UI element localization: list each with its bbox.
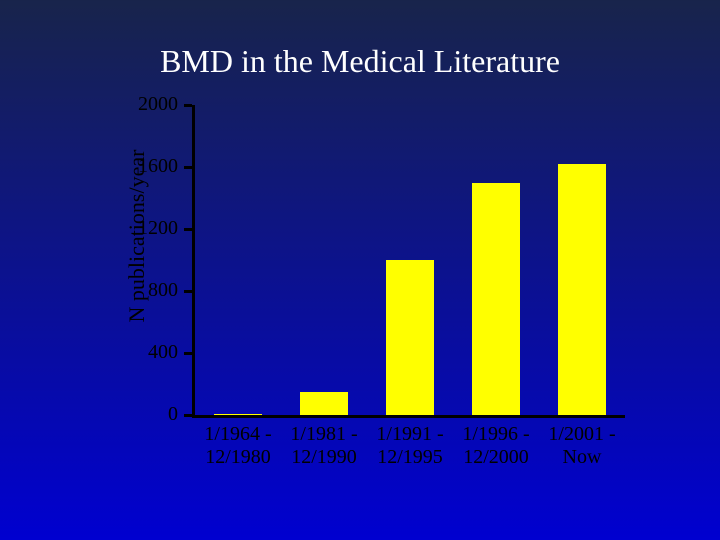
x-tick-label: 1/1996 -12/2000	[453, 423, 539, 469]
x-tick-label-line1: 1/1991 -	[367, 423, 453, 446]
y-tick	[184, 166, 192, 169]
y-axis-label: N publications/year	[124, 81, 150, 391]
y-tick-label: 1600	[0, 155, 178, 178]
y-tick-label: 1200	[0, 217, 178, 240]
y-tick-label: 2000	[0, 93, 178, 116]
x-tick-label-line2: 12/1995	[367, 446, 453, 469]
x-tick-label-line1: 1/1964 -	[195, 423, 281, 446]
x-tick-label-line2: 12/2000	[453, 446, 539, 469]
x-tick-label-line1: 1/1996 -	[453, 423, 539, 446]
x-tick-label-line2: Now	[539, 446, 625, 469]
y-tick	[184, 228, 192, 231]
y-tick	[184, 352, 192, 355]
y-tick	[184, 414, 192, 417]
x-tick-label-line2: 12/1990	[281, 446, 367, 469]
bar	[472, 183, 519, 416]
x-tick-label-line1: 1/2001 -	[539, 423, 625, 446]
slide: BMD in the Medical Literature 0400800120…	[0, 0, 720, 540]
x-tick-label-line2: 12/1980	[195, 446, 281, 469]
y-tick-label: 0	[0, 403, 178, 426]
y-tick	[184, 290, 192, 293]
y-tick	[184, 104, 192, 107]
bar	[214, 414, 261, 415]
y-tick-label: 800	[0, 279, 178, 302]
x-tick-label: 1/1991 -12/1995	[367, 423, 453, 469]
x-axis	[192, 415, 625, 418]
x-tick-label: 1/2001 -Now	[539, 423, 625, 469]
bar	[386, 260, 433, 415]
y-axis	[192, 105, 195, 415]
bar-chart: 0 400 800 1200 1600 2000N publications/year 1/…	[0, 0, 720, 540]
x-tick-label-line1: 1/1981 -	[281, 423, 367, 446]
bar	[558, 164, 605, 415]
x-tick-label: 1/1964 -12/1980	[195, 423, 281, 469]
bar	[300, 392, 347, 415]
y-tick-label: 400	[0, 341, 178, 364]
x-tick-label: 1/1981 -12/1990	[281, 423, 367, 469]
